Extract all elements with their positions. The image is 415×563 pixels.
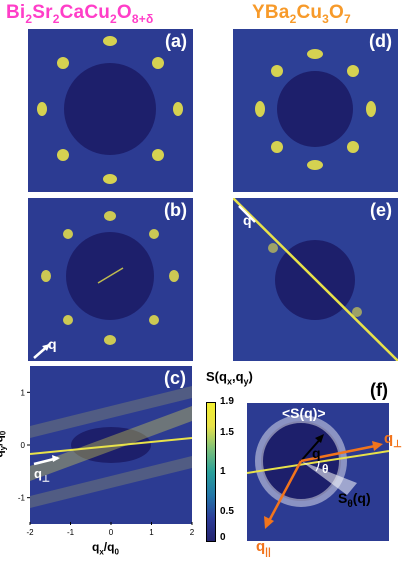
colorbar-title: S(qx,qy) [206, 369, 253, 387]
panel-a-image [28, 29, 193, 192]
panel-b-image [28, 198, 193, 361]
title-part: CaCu [59, 2, 111, 23]
s-theta-arg: (q) [352, 490, 371, 506]
x-label-sub0: 0 [114, 547, 119, 557]
y-tick-label: 0 [21, 441, 26, 450]
s-theta-s: S [338, 490, 348, 506]
q-par-q: q [256, 538, 266, 555]
panel-c-yaxis: 1 0 -1 [18, 388, 30, 503]
x-tick-label: 2 [190, 528, 195, 537]
title-sub: 7 [344, 11, 351, 26]
x-tick-label: 1 [149, 528, 154, 537]
q-perp-label: q⊥ [384, 430, 402, 450]
colorbar [206, 402, 216, 542]
s-theta-label: Sθ(q) [338, 490, 371, 510]
bscco-title: Bi2Sr2CaCu2O8+δ [6, 2, 153, 26]
panel-b-label: (b) [164, 200, 187, 220]
qperp-sub: ⊥ [41, 473, 50, 484]
panel-d-label: (d) [369, 31, 392, 51]
panel-a: (a) [28, 29, 193, 192]
x-label-sub: x [99, 547, 104, 557]
panel-c-qperp-label: q⊥ [34, 466, 50, 485]
title-sub: 2 [110, 11, 117, 26]
x-label-rest: /q [103, 540, 115, 554]
title-part: Cu [296, 2, 323, 23]
panel-d: (d) [233, 29, 398, 192]
title-sub: 2 [52, 11, 60, 26]
panel-b: (b) q [28, 198, 193, 361]
cb-tick-1-9: 1.9 [220, 396, 234, 407]
panel-f [247, 403, 389, 541]
f-q-label: q [312, 445, 321, 461]
panel-f-label: (f) [370, 380, 388, 400]
title-part: Bi [6, 2, 26, 23]
title-part: YBa [252, 2, 290, 23]
x-axis-label: qx/q0 [92, 540, 119, 556]
panel-e-label: (e) [370, 200, 392, 220]
avg-s-label: <S(q)> [282, 405, 326, 421]
q-perp-sub: ⊥ [393, 439, 402, 450]
q-par-sub: || [265, 547, 271, 558]
panel-d-image [233, 29, 398, 192]
cb-sub-y: y [243, 376, 249, 387]
panel-b-q-label: q [48, 336, 57, 352]
y-label-q: q [0, 450, 5, 457]
cb-tick-0: 0 [220, 532, 226, 543]
ybco-title: YBa2Cu3O7 [252, 2, 351, 26]
title-sub: 2 [25, 11, 33, 26]
panel-f-image [247, 403, 389, 541]
y-tick-label: 1 [21, 388, 26, 397]
cb-sub-x: x [226, 376, 232, 387]
q-perp-q: q [384, 430, 394, 447]
panel-c-image [30, 366, 192, 524]
cb-tick-1-5: 1.5 [220, 427, 234, 438]
panel-e-image [233, 198, 398, 361]
qperp-q: q [34, 466, 42, 481]
y-label-sub: y [0, 446, 8, 450]
y-axis-label: qy/q0 [0, 431, 8, 458]
cb-label: S(q [206, 369, 227, 384]
title-sub: 8+δ [131, 11, 154, 26]
cb-label-end: ) [248, 369, 253, 384]
title-part: O [329, 2, 345, 23]
panel-c-axes: -2 -1 0 1 2 [26, 522, 195, 537]
title-part: Sr [32, 2, 53, 23]
title-part: O [116, 2, 132, 23]
x-tick-label: -1 [67, 528, 75, 537]
x-label-q: q [92, 540, 100, 554]
panel-a-label: (a) [165, 31, 187, 51]
y-tick-label: -1 [18, 494, 26, 503]
y-label-sub0: 0 [0, 431, 8, 435]
panel-e-q-label: q [243, 212, 252, 228]
panel-e: (e) q [233, 198, 398, 361]
title-sub: 2 [289, 11, 297, 26]
title-sub: 3 [322, 11, 330, 26]
cb-tick-0-5: 0.5 [220, 506, 234, 517]
f-theta-label: θ [322, 462, 329, 476]
x-tick-label: -2 [26, 528, 34, 537]
panel-c: (c) q⊥ [30, 366, 192, 524]
x-tick-label: 0 [109, 528, 114, 537]
cb-label-mid: ,q [231, 369, 244, 384]
y-label-rest: /q [0, 435, 6, 446]
q-par-label: q|| [256, 538, 271, 558]
panel-c-label: (c) [164, 368, 186, 388]
s-theta-sub: θ [347, 498, 353, 510]
cb-tick-1: 1 [220, 466, 226, 477]
